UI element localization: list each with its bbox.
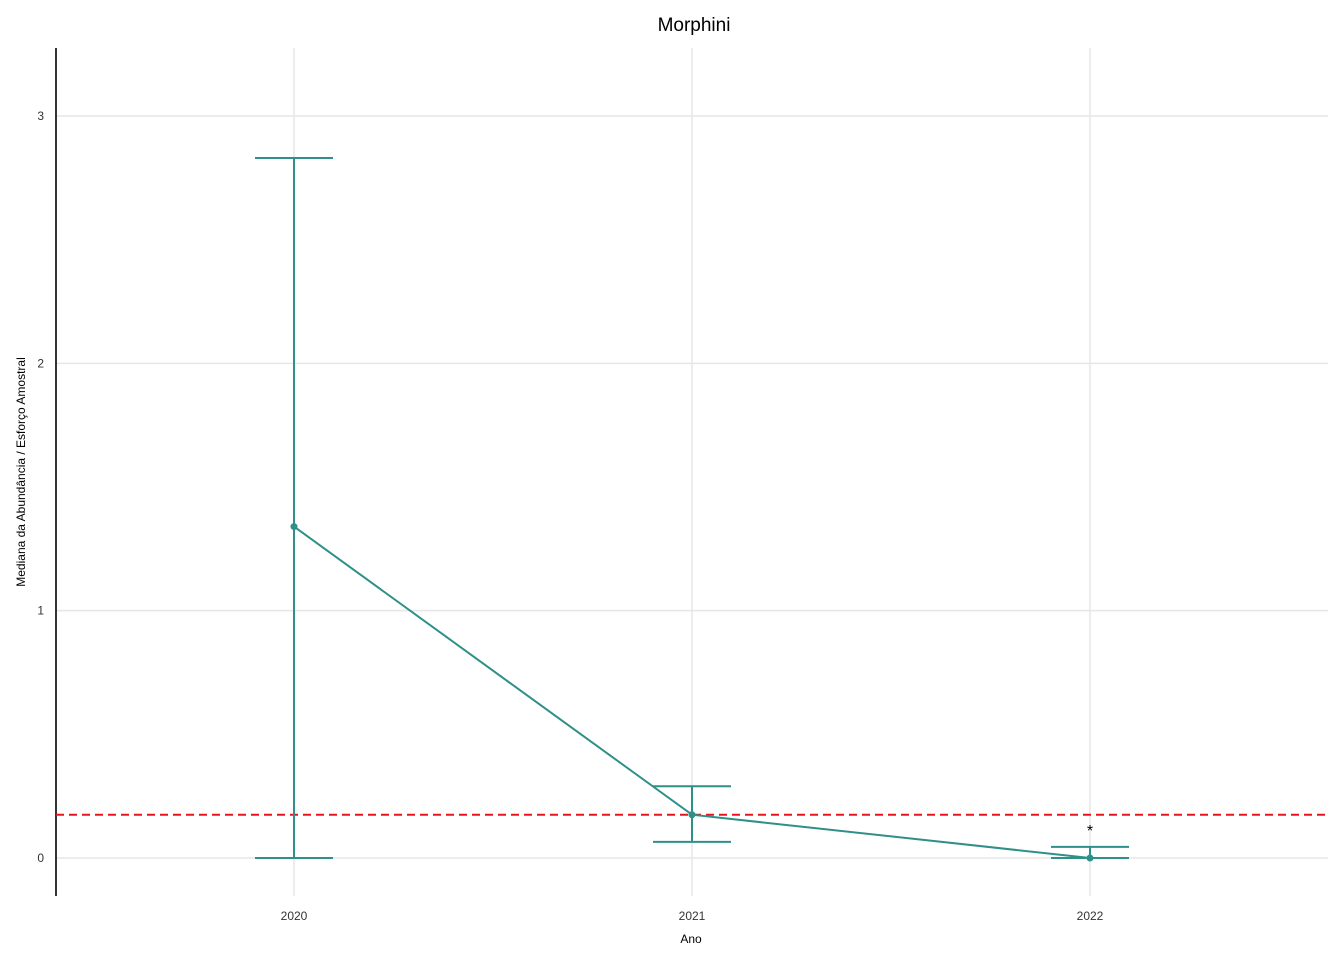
y-tick-labels: 0 1 2 3 xyxy=(37,109,44,865)
y-axis-title: Mediana da Abundância / Esforço Amostral xyxy=(14,357,28,586)
gridlines xyxy=(56,48,1328,896)
y-tick-label: 3 xyxy=(37,109,44,123)
x-axis-title: Ano xyxy=(680,932,702,946)
error-bars xyxy=(255,157,1129,859)
chart-title: Morphini xyxy=(658,15,731,36)
x-tick-label: 2022 xyxy=(1077,909,1104,923)
y-tick-label: 0 xyxy=(37,851,44,865)
annotations: * xyxy=(1087,823,1093,840)
y-tick-label: 1 xyxy=(37,604,44,618)
data-point xyxy=(1086,854,1094,862)
data-point xyxy=(290,523,298,531)
x-tick-label: 2021 xyxy=(679,909,706,923)
x-tick-label: 2020 xyxy=(281,909,308,923)
significance-annotation: * xyxy=(1087,823,1093,840)
series-points xyxy=(290,523,1094,862)
x-tick-labels: 2020 2021 2022 xyxy=(281,909,1104,923)
y-tick-label: 2 xyxy=(37,356,44,370)
data-point xyxy=(688,811,696,819)
